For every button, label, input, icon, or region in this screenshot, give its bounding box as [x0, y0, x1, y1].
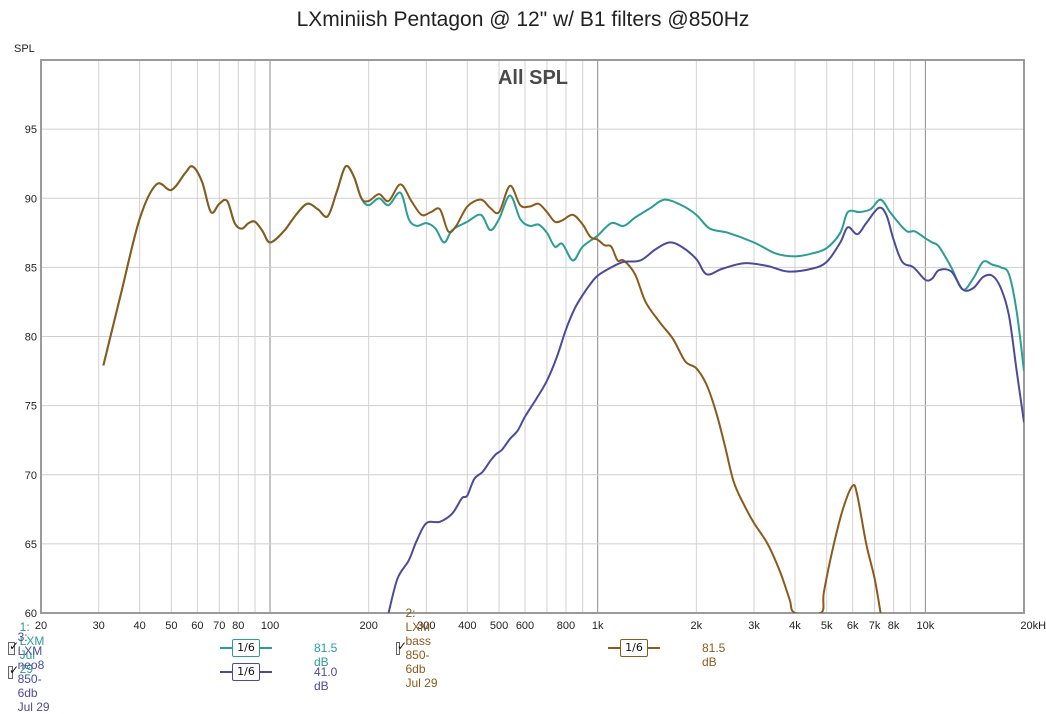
x-tick-label: 300 [417, 620, 435, 632]
y-tick-label: 80 [25, 332, 37, 344]
x-tick-label: 100 [261, 620, 279, 632]
series-2-name: 2: LXM bass 850-6db Jul 29 [405, 606, 438, 690]
spl-chart: 60 65 70 75 80 85 90 95 SPL 20 30 40 50 60 70 80 100 200 3… [14, 43, 1046, 632]
legend-item-3[interactable]: 3: LXM neo8 850-6db Jul 29 [8, 630, 53, 714]
x-tick-label: 10k [916, 620, 934, 632]
series-1-checkbox[interactable] [8, 639, 19, 655]
x-tick-label: 30 [93, 620, 105, 632]
series-3-checkbox[interactable] [8, 663, 18, 679]
plot-label: All SPL [498, 67, 568, 89]
x-tick-label: 20 [35, 620, 47, 632]
x-tick-label: 800 [557, 620, 575, 632]
legend-item-2[interactable]: 2: LXM bass 850-6db Jul 29 [396, 606, 439, 690]
x-tick-label: 80 [232, 620, 244, 632]
plot-border [40, 59, 1025, 614]
series-1-smoothing[interactable]: 1/6 [220, 638, 272, 658]
x-tick-label: 20kHz [1020, 620, 1046, 632]
x-tick-label: 400 [458, 620, 476, 632]
x-tick-label: 1k [592, 620, 604, 632]
series-2-checkbox[interactable] [396, 639, 408, 655]
series-2-ref: 81.5 dB [702, 641, 726, 669]
series-1-ref: 81.5 dB [314, 641, 338, 669]
y-tick-label: 75 [25, 401, 37, 413]
x-tick-label: 60 [191, 620, 203, 632]
x-tick-label: 40 [134, 620, 146, 632]
x-tick-label: 7k [869, 620, 881, 632]
series-3-ref: 41.0 dB [314, 665, 338, 693]
y-axis-label: SPL [14, 43, 35, 55]
x-tick-label: 600 [516, 620, 534, 632]
x-tick-label: 500 [490, 620, 508, 632]
y-tick-label: 70 [25, 470, 37, 482]
x-tick-label: 3k [748, 620, 760, 632]
x-tick-label: 70 [213, 620, 225, 632]
x-tick-label: 50 [165, 620, 177, 632]
series-3-name: 3: LXM neo8 850-6db Jul 29 [17, 630, 50, 714]
series-2-smoothing-label: 1/6 [620, 639, 648, 657]
x-tick-label: 200 [359, 620, 377, 632]
x-tick-label: 5k [821, 620, 833, 632]
x-tick-label: 2k [691, 620, 703, 632]
legend-item-1[interactable]: 1: LXM Jul 29 [8, 620, 51, 676]
series-1-smoothing-label: 1/6 [232, 639, 260, 657]
y-tick-label: 90 [25, 193, 37, 205]
series-3-smoothing-label: 1/6 [232, 663, 260, 681]
series-1-name: 1: LXM Jul 29 [19, 620, 45, 676]
chart-title: LXminiish Pentagon @ 12" w/ B1 filters @… [296, 8, 750, 31]
series-3-smoothing[interactable]: 1/6 [220, 662, 272, 682]
series-2-smoothing[interactable]: 1/6 [608, 638, 660, 658]
y-tick-label: 95 [25, 124, 37, 136]
y-tick-label: 65 [25, 539, 37, 551]
series-3-line [387, 206, 1024, 613]
y-tick-label: 85 [25, 262, 37, 274]
x-tick-label: 8k [888, 620, 900, 632]
x-tick-label: 6k [847, 620, 859, 632]
y-tick-label: 60 [25, 608, 37, 620]
series-2-line [102, 164, 882, 613]
x-tick-label: 4k [789, 620, 801, 632]
